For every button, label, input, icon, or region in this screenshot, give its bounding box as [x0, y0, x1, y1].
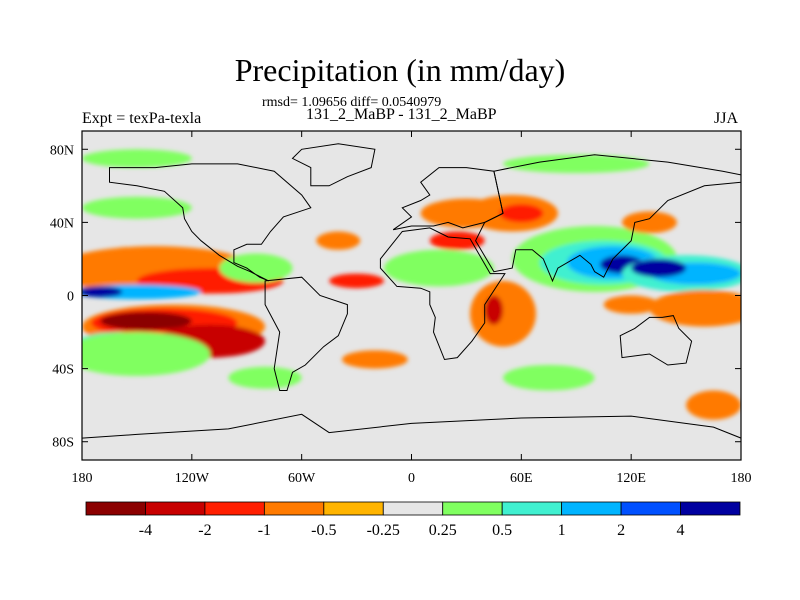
anomaly-atl-dry-s	[341, 350, 408, 369]
coastline-africa	[379, 227, 506, 361]
y-tick-label: 80N	[50, 143, 74, 158]
colorbar-label: -1	[258, 522, 271, 539]
colorbar-label: 0.5	[492, 522, 512, 539]
colorbar-swatch	[263, 501, 325, 516]
colorbar-swatch	[323, 501, 384, 516]
y-tick-label: 40N	[50, 216, 74, 231]
anomaly-pac-eq-wet-core	[82, 286, 123, 298]
coastline-australia	[619, 315, 693, 366]
colorbar-label: 1	[558, 522, 566, 539]
anomaly-camerica-wet-outer	[219, 253, 293, 283]
anomaly-wpac-monsoon-core	[631, 258, 687, 278]
x-tick-label: 120W	[175, 471, 210, 486]
colorbar-label: -0.5	[311, 522, 336, 539]
colorbar-label: -4	[139, 522, 152, 539]
colorbar-swatch	[85, 501, 146, 516]
anomaly-npac-wet	[82, 196, 192, 219]
anomaly-africa-wet-outer	[384, 249, 494, 287]
x-tick-label: 180	[731, 471, 752, 486]
anomaly-arctic-wet-e	[503, 154, 650, 174]
anomaly-mideast-dry	[429, 231, 485, 250]
anomaly-aus-dry-outer	[649, 290, 741, 327]
colorbar-swatch	[620, 501, 681, 516]
anomaly-asia-dry-core	[499, 204, 544, 223]
y-tick-label: 80S	[52, 436, 74, 451]
colorbar-swatch	[561, 501, 622, 516]
colorbar-label: 4	[677, 522, 685, 539]
anomaly-arctic-wet	[82, 149, 192, 168]
anomaly-asia-dry-n	[622, 211, 677, 234]
x-tick-label: 120E	[616, 471, 646, 486]
coastlines	[82, 143, 741, 460]
season-label: JJA	[714, 110, 739, 127]
experiment-label: Expt = texPa-texla	[82, 110, 202, 127]
anomaly-indian-dry-outer	[470, 280, 536, 347]
colorbar-label: 0.25	[429, 522, 457, 539]
anomaly-maritime-dry	[603, 295, 659, 314]
colorbar-swatch	[501, 501, 563, 516]
coastline-south-america	[264, 276, 348, 391]
anomaly-so-wet-indian	[503, 364, 595, 391]
chart-title: Precipitation (in mm/day)	[234, 52, 566, 88]
anomaly-spac-wet-outer	[82, 332, 211, 376]
anomaly-atl-itcz-dry	[329, 273, 385, 289]
anomaly-indian-dry-core	[484, 295, 504, 325]
coastline-europe	[392, 167, 504, 231]
y-tick-label: 0	[67, 290, 74, 305]
x-tick-label: 60W	[288, 471, 316, 486]
anomaly-atlantic-dry	[316, 231, 361, 250]
colorbar-swatch	[680, 501, 741, 516]
stats-line: rmsd= 1.09656 diff= 0.0540979	[262, 95, 442, 110]
x-tick-label: 60E	[510, 471, 533, 486]
colorbar-swatch	[442, 501, 503, 516]
anomaly-so-dry-pac	[686, 390, 741, 420]
chart-subtitle: 131_2_MaBP - 131_2_MaBP	[306, 106, 497, 123]
colorbar-label: -2	[198, 522, 211, 539]
y-tick-label: 40S	[52, 363, 74, 378]
x-tick-label: 0	[408, 471, 415, 486]
colorbar-swatch	[145, 501, 206, 516]
colorbar-label: -0.25	[367, 522, 400, 539]
coastline-antarctica	[82, 413, 741, 460]
coastline-asia	[475, 154, 741, 283]
coastline-north-america	[109, 163, 312, 282]
colorbar: -4 -2 -1 -0.5 -0.25 0.25 0.5 1 2 4	[85, 501, 741, 539]
precip-field	[82, 149, 741, 420]
anomaly-so-wet-pac	[228, 366, 302, 389]
colorbar-label: 2	[617, 522, 625, 539]
colorbar-swatch	[382, 501, 444, 516]
coastline-greenland	[291, 143, 376, 187]
anomaly-spac-dry-core	[100, 311, 192, 331]
plot-area: 180 120W 60W 0 60E 120E 180 80N 40N 0 40S 80S	[50, 130, 752, 486]
x-tick-label: 180	[72, 471, 93, 486]
colorbar-swatch	[204, 501, 265, 516]
